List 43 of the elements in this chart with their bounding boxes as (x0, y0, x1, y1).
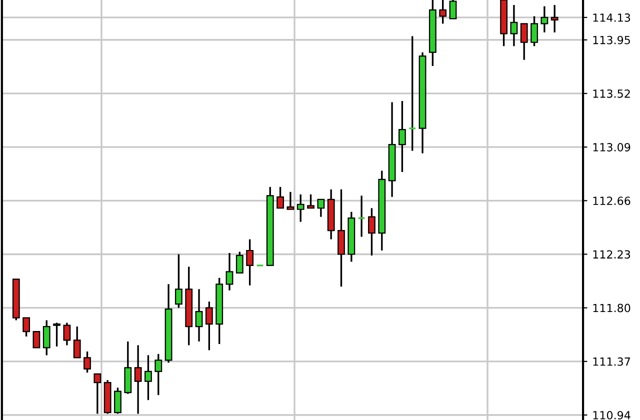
candlestick (63, 322, 71, 346)
candlestick (530, 15, 538, 47)
candlestick (53, 322, 60, 348)
candlestick (550, 4, 558, 34)
y-tick-label: 112.66 (593, 196, 630, 206)
candlestick (226, 252, 234, 292)
candlestick (439, 0, 447, 25)
candlestick (540, 5, 548, 34)
candlestick (22, 316, 30, 338)
candlestick (32, 330, 40, 348)
candlestick (296, 194, 304, 223)
candlestick (42, 319, 50, 356)
candlestick (449, 0, 457, 20)
candlestick (195, 288, 203, 342)
y-tick-label: 114.13 (593, 13, 630, 22)
candlestick (276, 186, 284, 209)
y-tick-label: 112.23 (593, 250, 630, 259)
candlestick (144, 354, 152, 401)
candlestick (236, 250, 244, 274)
candlestick (408, 35, 416, 152)
candlestick (84, 350, 91, 374)
y-tick-label: 113.95 (593, 36, 630, 44)
candlestick (246, 238, 254, 286)
candlestick (114, 386, 122, 415)
candlestick (205, 300, 213, 352)
candlestick (94, 373, 102, 415)
candlestick (286, 191, 294, 210)
candlestick (317, 198, 325, 218)
candlestick (73, 326, 81, 359)
candlestick (520, 22, 528, 61)
candlestick (338, 188, 345, 288)
candlestick (154, 353, 162, 396)
y-tick-label: 110.94 (593, 410, 630, 420)
candlestick (368, 207, 376, 256)
candlestick (134, 344, 142, 415)
candlestick (510, 4, 518, 47)
y-tick-label: 113.09 (593, 143, 630, 152)
candlestick (398, 100, 406, 173)
candlestick (174, 253, 182, 309)
y-tick-label: 111.37 (593, 357, 630, 366)
candlestick (307, 194, 314, 209)
y-tick-label: 113.52 (593, 89, 630, 98)
y-tick-label: 111.80 (593, 304, 630, 312)
